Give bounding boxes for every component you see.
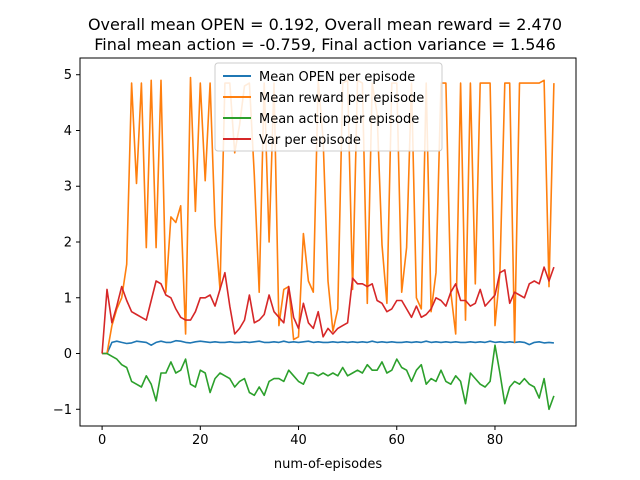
y-tick-label: 3 bbox=[64, 180, 72, 195]
series-line-2 bbox=[102, 344, 555, 411]
y-tick-label: 2 bbox=[64, 236, 72, 251]
x-tick-label: 40 bbox=[290, 433, 307, 448]
chart-title-line-1: Overall mean OPEN = 0.192, Overall mean … bbox=[88, 15, 562, 34]
y-axis: −1 0 1 2 3 4 5 bbox=[53, 68, 80, 418]
y-tick-label: 0 bbox=[64, 347, 72, 362]
legend-label-1: Mean reward per episode bbox=[259, 91, 424, 106]
y-tick-label: 1 bbox=[64, 291, 72, 306]
y-tick-label: 4 bbox=[64, 124, 72, 139]
chart-title-line-2: Final mean action = -0.759, Final action… bbox=[94, 35, 556, 54]
x-tick-label: 0 bbox=[98, 433, 106, 448]
legend-label-2: Mean action per episode bbox=[259, 112, 419, 127]
legend: Mean OPEN per episode Mean reward per epi… bbox=[214, 62, 443, 152]
x-axis: 0 20 40 60 80 bbox=[98, 426, 503, 448]
series-layer bbox=[101, 76, 555, 411]
x-axis-label: num-of-episodes bbox=[274, 457, 382, 472]
legend-box bbox=[214, 62, 443, 152]
x-tick-label: 20 bbox=[192, 433, 209, 448]
series-line-0 bbox=[102, 339, 554, 355]
series-line-3 bbox=[101, 266, 555, 354]
legend-label-0: Mean OPEN per episode bbox=[259, 70, 415, 85]
x-tick-label: 60 bbox=[388, 433, 405, 448]
y-tick-label: 5 bbox=[64, 68, 72, 83]
legend-label-3: Var per episode bbox=[259, 133, 361, 148]
series-line-1 bbox=[102, 76, 555, 355]
x-tick-label: 80 bbox=[487, 433, 504, 448]
y-tick-label: −1 bbox=[53, 403, 72, 418]
